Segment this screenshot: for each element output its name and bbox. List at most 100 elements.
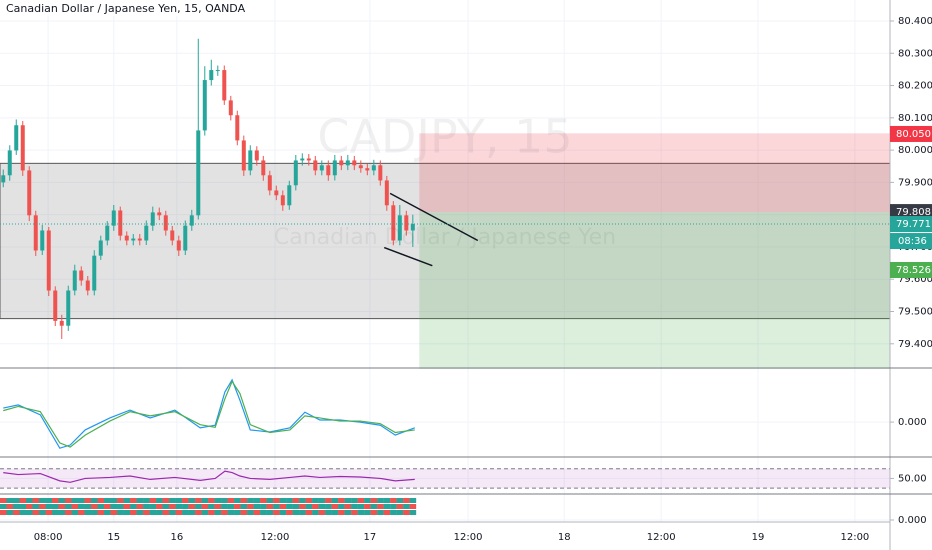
strip-cell: [123, 504, 131, 509]
x-tick-label: 12:00: [840, 532, 869, 543]
candle-body: [339, 160, 344, 166]
strip-cell: [208, 510, 215, 515]
strip-cell: [26, 504, 33, 509]
strip-cell: [409, 510, 417, 515]
strip-cell: [338, 510, 345, 515]
watermark: Canadian Dollar / Japanese Yen: [274, 225, 616, 250]
price-label: 79.771: [896, 219, 931, 230]
strip-cell: [208, 498, 215, 503]
candle-body: [105, 225, 110, 241]
strip-cell: [305, 510, 313, 515]
strip-cell: [91, 498, 98, 503]
strip-cell: [91, 510, 98, 515]
y-tick-label: 79.500: [898, 307, 932, 318]
strip-cell: [357, 504, 365, 509]
strip-cell: [45, 498, 53, 503]
strip-cell: [65, 510, 72, 515]
trendline: [389, 192, 479, 242]
watermark: CADJPY, 15: [317, 110, 572, 164]
candle-body: [384, 180, 389, 206]
strip-cell: [143, 504, 150, 509]
strip-cell: [78, 498, 85, 503]
strip-cell: [175, 510, 183, 515]
strip-cell: [364, 510, 371, 515]
candle-body: [222, 70, 227, 101]
strip-cell: [110, 504, 118, 509]
strip-cell: [305, 498, 313, 503]
strip-cell: [13, 510, 20, 515]
strip-cell: [78, 504, 85, 509]
x-tick-label: 17: [364, 532, 377, 543]
y-tick-label: 0.000: [898, 417, 927, 428]
strip-cell: [71, 510, 79, 515]
plot-layer: [0, 0, 891, 522]
strip-cell: [39, 504, 46, 509]
strip-cell: [403, 504, 410, 509]
strip-cell: [370, 498, 378, 503]
strip-cell: [357, 498, 365, 503]
strip-cell: [260, 510, 267, 515]
strip-cell: [97, 498, 105, 503]
strip-cell: [143, 510, 150, 515]
strip-cell: [84, 510, 92, 515]
strip-cell: [234, 510, 241, 515]
y-tick-label: 80.100: [898, 113, 932, 124]
strip-cell: [0, 504, 7, 509]
strip-cell: [13, 504, 20, 509]
strip-cell: [78, 510, 85, 515]
strip-cell: [279, 498, 287, 503]
strip-cell: [299, 510, 306, 515]
strip-cell: [286, 498, 293, 503]
strip-cell: [104, 498, 111, 503]
candle-body: [378, 165, 383, 181]
candle-body: [118, 210, 123, 236]
strip-cell: [260, 498, 267, 503]
strip-cell: [175, 498, 183, 503]
strip-cell: [331, 498, 339, 503]
strip-cell: [143, 498, 150, 503]
strip-cell: [52, 504, 59, 509]
candle-body: [261, 160, 266, 176]
strip-cell: [338, 498, 345, 503]
strip-cell: [273, 504, 280, 509]
strip-cell: [32, 504, 40, 509]
band-fill: [0, 468, 890, 489]
strip-cell: [58, 504, 66, 509]
strip-cell: [58, 510, 66, 515]
strip-cell: [364, 498, 371, 503]
strip-cell: [292, 510, 300, 515]
strip-cell: [104, 504, 111, 509]
strip-cell: [234, 504, 241, 509]
strip-cell: [312, 504, 319, 509]
indicator-line: [3, 378, 415, 449]
strip-cell: [403, 510, 410, 515]
strip-cell: [65, 504, 72, 509]
strip-cell: [169, 510, 176, 515]
candle-body: [267, 175, 272, 191]
y-tick-label: 80.300: [898, 48, 932, 59]
strip-cell: [370, 504, 378, 509]
strip-cell: [6, 498, 14, 503]
stop-zone: [419, 133, 890, 213]
y-tick-label: 50.00: [898, 473, 927, 484]
strip-cell: [136, 510, 144, 515]
strip-cell: [188, 498, 196, 503]
strip-cell: [221, 510, 228, 515]
strip-cell: [97, 504, 105, 509]
strip-cell: [6, 510, 14, 515]
candle-body: [397, 215, 402, 241]
x-tick-label: 15: [107, 532, 120, 543]
candle-body: [183, 225, 188, 251]
strip-cell: [325, 504, 332, 509]
strip-cell: [253, 498, 261, 503]
strip-cell: [32, 510, 40, 515]
candle-body: [7, 150, 12, 176]
chart-title: Canadian Dollar / Japanese Yen, 15, OAND…: [6, 2, 246, 15]
candle-body: [300, 158, 305, 161]
candle-body: [124, 235, 129, 241]
candle-body: [53, 290, 58, 321]
strip-cell: [19, 498, 27, 503]
strip-cell: [312, 498, 319, 503]
candle-body: [98, 240, 103, 256]
